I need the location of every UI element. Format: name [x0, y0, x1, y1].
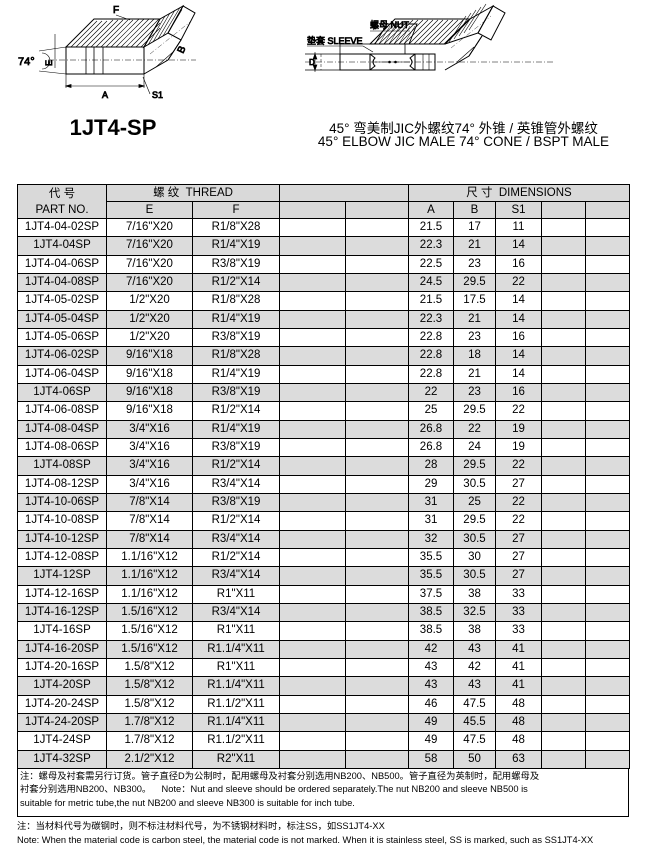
svg-text:B: B — [176, 44, 189, 55]
svg-text:S1: S1 — [152, 90, 163, 100]
svg-text:F: F — [113, 5, 119, 16]
svg-text:D: D — [309, 58, 315, 67]
svg-text:74°: 74° — [18, 56, 35, 68]
svg-text:螺母 NUT: 螺母 NUT — [370, 20, 409, 30]
svg-text:垫套 SLEEVE: 垫套 SLEEVE — [307, 35, 363, 46]
svg-text:A: A — [102, 90, 108, 100]
